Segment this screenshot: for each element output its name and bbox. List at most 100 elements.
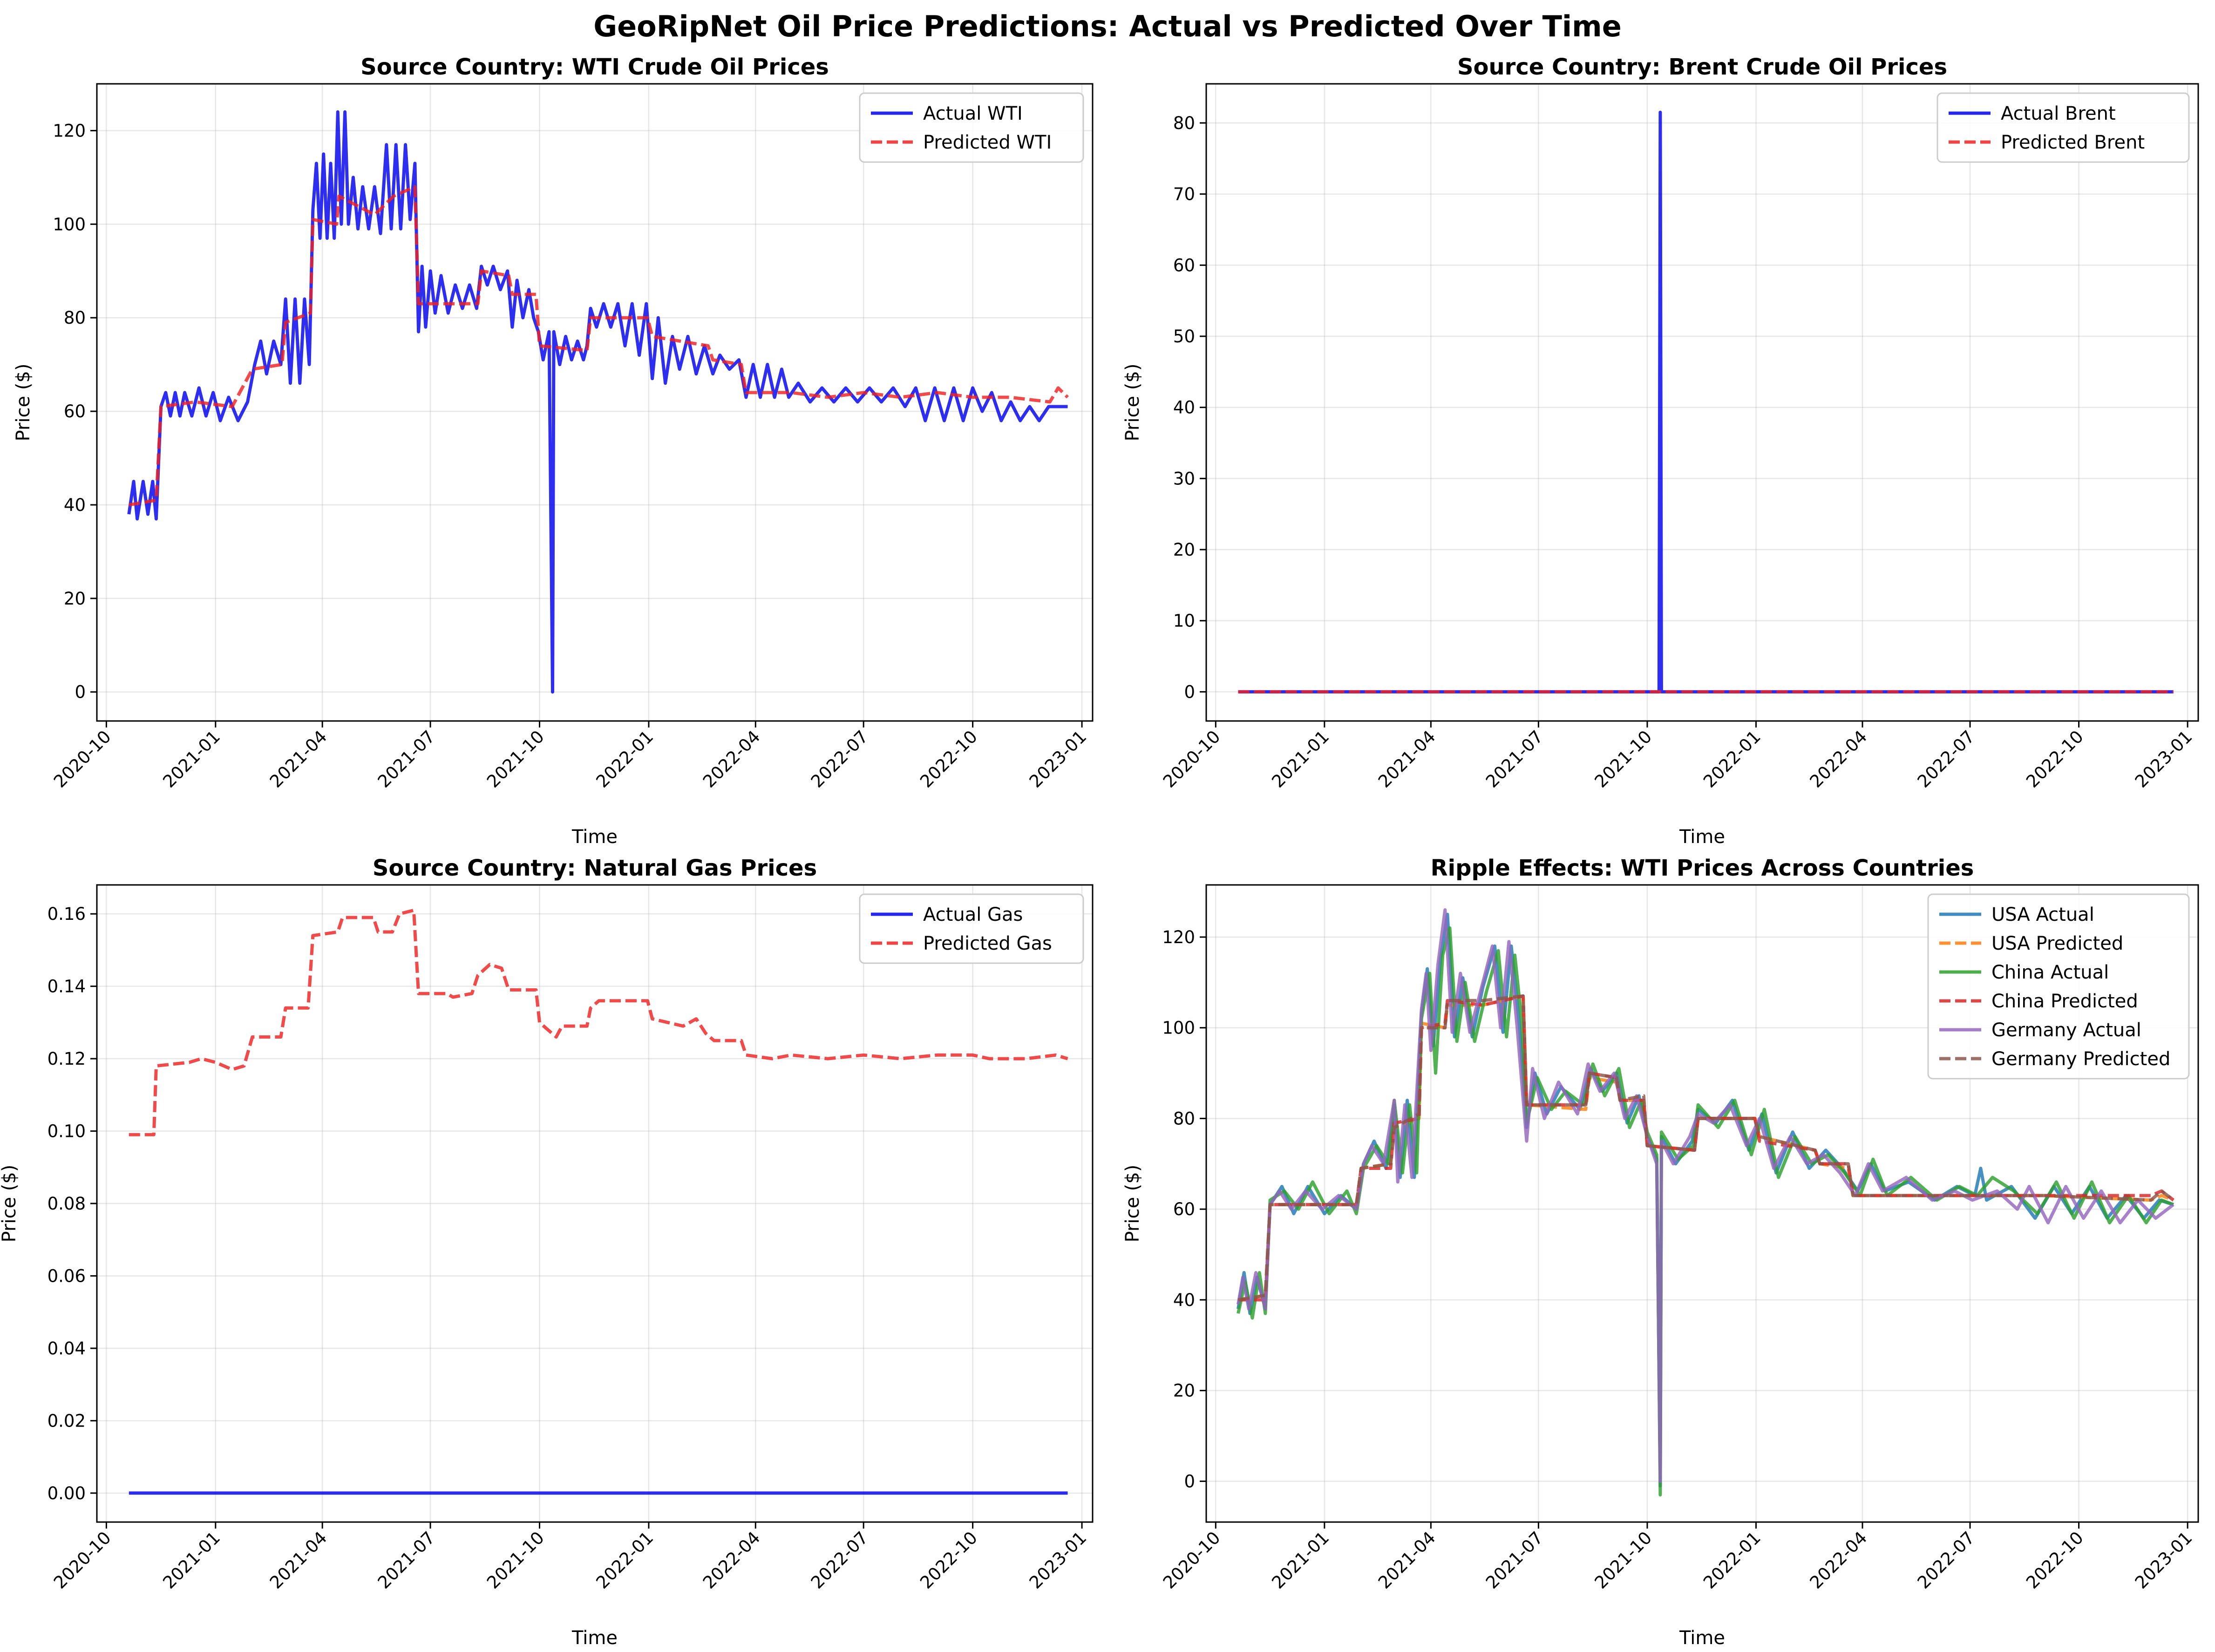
x-tick-label: 2022-07	[1914, 1528, 1979, 1593]
gridlines	[97, 885, 1093, 1522]
x-tick-label: 2022-04	[699, 1528, 764, 1593]
x-tick-label: 2023-01	[2131, 727, 2196, 792]
x-tick-label: 2020-10	[50, 1528, 115, 1593]
x-tick-label: 2021-10	[483, 1528, 548, 1593]
y-tick-label: 80	[1173, 113, 1195, 133]
subplot-3: 2020-10 2021-01 2021-04 2021-07 2021-10 2022-…	[0, 855, 1094, 1649]
y-axis-label: Price ($)	[1122, 364, 1143, 442]
y-tick-label: 0.16	[48, 904, 86, 924]
x-tick-label: 2021-04	[1374, 727, 1440, 792]
legend-label: Predicted Gas	[923, 933, 1052, 954]
x-tick-label: 2021-10	[1591, 1528, 1656, 1593]
y-tick-label: 0.08	[48, 1194, 86, 1214]
legend-box	[859, 893, 1084, 964]
legend-label: Actual WTI	[923, 103, 1023, 124]
x-tick-label: 2021-04	[1374, 1528, 1440, 1593]
y-tick-label: 0.00	[48, 1483, 86, 1503]
subplot-title: Source Country: Brent Crude Oil Prices	[1457, 54, 1947, 80]
x-tick-label: 2021-07	[1482, 727, 1547, 792]
x-tick-label: 2022-07	[1914, 727, 1979, 792]
legend-label: USA Actual	[1991, 904, 2094, 925]
legend-label: USA Predicted	[1991, 933, 2123, 954]
x-tick-label: 2022-01	[592, 1528, 658, 1593]
y-tick-label: 0.12	[48, 1049, 86, 1069]
x-axis-label: Time	[1679, 826, 1725, 848]
x-tick-label: 2022-04	[1806, 727, 1871, 792]
legend-label: Germany Predicted	[1991, 1048, 2170, 1070]
y-tick-label: 0	[75, 682, 86, 702]
y-tick-label: 20	[1173, 1381, 1195, 1401]
axes-frame	[1205, 884, 2199, 1523]
y-tick-label: 20	[1173, 540, 1195, 560]
x-tick-label: 2022-10	[916, 1528, 981, 1593]
x-tick-label: 2022-07	[807, 727, 872, 792]
legend: Actual Gas Predicted Gas	[859, 893, 1084, 964]
y-tick-label: 0	[1184, 682, 1195, 702]
legend-label: Actual Brent	[2001, 103, 2116, 124]
y-tick-label: 60	[1173, 1199, 1195, 1219]
y-tick-label: 100	[1162, 1018, 1195, 1038]
x-tick-label: 2023-01	[1026, 1528, 1091, 1593]
legend-box	[1927, 893, 2190, 1080]
series-group	[129, 908, 1068, 1495]
y-tick-label: 120	[53, 121, 86, 141]
legend-label: Actual Gas	[923, 904, 1023, 925]
legend-label: China Predicted	[1991, 991, 2138, 1012]
y-tick-label: 120	[1162, 927, 1195, 947]
x-tick-label: 2023-01	[2131, 1528, 2196, 1593]
x-tick-label: 2021-01	[159, 727, 224, 792]
x-tick-label: 2022-01	[1699, 1528, 1765, 1593]
x-tick-label: 2022-10	[2022, 727, 2087, 792]
y-tick-label: 0.14	[48, 977, 86, 997]
series-group	[1237, 908, 2174, 1497]
x-tick-label: 2023-01	[1026, 727, 1091, 792]
figure-title: GeoRipNet Oil Price Predictions: Actual …	[593, 9, 1622, 43]
legend-box	[1936, 92, 2190, 163]
legend-label: Predicted WTI	[923, 132, 1052, 153]
axes-frame	[96, 83, 1094, 722]
gridlines	[1206, 84, 2198, 721]
subplot-title: Ripple Effects: WTI Prices Across Countr…	[1431, 855, 1974, 881]
y-tick-label: 0.04	[48, 1339, 86, 1359]
y-tick-label: 30	[1173, 469, 1195, 489]
legend: Actual Brent Predicted Brent	[1936, 92, 2190, 163]
legend-box	[859, 92, 1084, 163]
y-tick-label: 0.06	[48, 1266, 86, 1286]
y-tick-label: 10	[1173, 611, 1195, 631]
y-axis-label: Price ($)	[0, 1165, 20, 1243]
legend: USA Actual USA Predicted China Actual China…	[1927, 893, 2190, 1080]
y-tick-label: 60	[1173, 255, 1195, 275]
x-tick-label: 2022-04	[699, 727, 764, 792]
y-tick-label: 70	[1173, 184, 1195, 204]
y-tick-label: 50	[1173, 326, 1195, 347]
y-tick-label: 100	[53, 214, 86, 234]
x-tick-label: 2021-04	[266, 1528, 331, 1593]
legend-label: Predicted Brent	[2001, 132, 2145, 153]
subplot-title: Source Country: Natural Gas Prices	[373, 855, 817, 881]
x-tick-label: 2022-07	[807, 1528, 872, 1593]
y-tick-label: 20	[64, 589, 86, 609]
series-line-actual-wti	[127, 110, 1068, 694]
subplot-1: 2020-10 2021-01 2021-04 2021-07 2021-10 2022-…	[13, 54, 1094, 848]
series-line-germany-predicted	[1237, 994, 2174, 1302]
legend-label: China Actual	[1991, 962, 2109, 983]
series-line-actual-brent	[1238, 110, 2174, 693]
subplot-2: 2020-10 2021-01 2021-04 2021-07 2021-10 2022-…	[1122, 54, 2199, 848]
x-tick-label: 2022-01	[592, 727, 658, 792]
subplot-title: Source Country: WTI Crude Oil Prices	[360, 54, 829, 80]
x-tick-label: 2020-10	[1159, 1528, 1224, 1593]
y-tick-label: 0	[1184, 1471, 1195, 1491]
legend: Actual WTI Predicted WTI	[859, 92, 1084, 163]
x-tick-label: 2021-07	[374, 727, 439, 792]
y-tick-label: 0.02	[48, 1411, 86, 1431]
series-line-predicted-wti	[129, 185, 1069, 507]
x-tick-label: 2022-10	[916, 727, 981, 792]
x-tick-label: 2020-10	[50, 727, 115, 792]
x-axis-label: Time	[1679, 1627, 1725, 1649]
x-tick-label: 2021-01	[1268, 727, 1333, 792]
axes-frame	[1205, 83, 2199, 722]
y-tick-label: 80	[64, 308, 86, 328]
x-tick-label: 2021-07	[374, 1528, 439, 1593]
x-axis-label: Time	[571, 826, 618, 848]
